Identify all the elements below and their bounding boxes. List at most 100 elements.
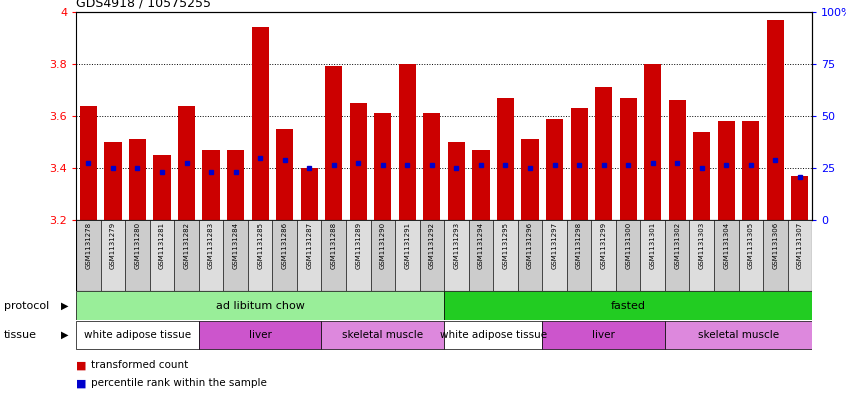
- Bar: [178, 106, 195, 220]
- Bar: [297, 220, 321, 291]
- Bar: [595, 87, 613, 220]
- Text: ▶: ▶: [61, 330, 69, 340]
- Bar: [349, 103, 367, 220]
- Bar: [591, 220, 616, 291]
- Bar: [76, 220, 101, 291]
- Bar: [125, 220, 150, 291]
- Bar: [398, 64, 416, 220]
- Text: ad libitum chow: ad libitum chow: [216, 301, 305, 310]
- Text: skeletal muscle: skeletal muscle: [698, 330, 779, 340]
- Text: GSM1131305: GSM1131305: [748, 222, 754, 269]
- Bar: [300, 168, 318, 220]
- Text: liver: liver: [249, 330, 272, 340]
- Text: GSM1131290: GSM1131290: [380, 222, 386, 269]
- Bar: [227, 150, 244, 220]
- Text: liver: liver: [592, 330, 615, 340]
- Bar: [788, 220, 812, 291]
- Bar: [542, 321, 665, 349]
- Bar: [567, 220, 591, 291]
- Bar: [444, 321, 542, 349]
- Bar: [763, 220, 788, 291]
- Text: GSM1131291: GSM1131291: [404, 222, 410, 269]
- Bar: [665, 220, 689, 291]
- Bar: [469, 220, 493, 291]
- Text: GSM1131299: GSM1131299: [601, 222, 607, 269]
- Text: GSM1131307: GSM1131307: [797, 222, 803, 270]
- Text: GSM1131297: GSM1131297: [552, 222, 558, 269]
- Text: fasted: fasted: [611, 301, 645, 310]
- Text: GSM1131280: GSM1131280: [135, 222, 140, 269]
- Bar: [76, 292, 444, 320]
- Text: percentile rank within the sample: percentile rank within the sample: [91, 378, 267, 388]
- Text: GDS4918 / 10575255: GDS4918 / 10575255: [76, 0, 212, 9]
- Bar: [717, 121, 735, 220]
- Text: GSM1131293: GSM1131293: [453, 222, 459, 269]
- Bar: [689, 220, 714, 291]
- Bar: [570, 108, 588, 220]
- Bar: [129, 140, 146, 220]
- Text: GSM1131296: GSM1131296: [527, 222, 533, 269]
- Bar: [791, 176, 809, 220]
- Text: GSM1131304: GSM1131304: [723, 222, 729, 269]
- Bar: [619, 98, 637, 220]
- Bar: [321, 220, 346, 291]
- Text: GSM1131289: GSM1131289: [355, 222, 361, 269]
- Bar: [248, 220, 272, 291]
- Text: ▶: ▶: [61, 301, 69, 310]
- Bar: [199, 220, 223, 291]
- Bar: [497, 98, 514, 220]
- Text: GSM1131298: GSM1131298: [576, 222, 582, 269]
- Text: GSM1131284: GSM1131284: [233, 222, 239, 269]
- Text: GSM1131286: GSM1131286: [282, 222, 288, 269]
- Bar: [346, 220, 371, 291]
- Bar: [472, 150, 490, 220]
- Text: GSM1131294: GSM1131294: [478, 222, 484, 269]
- Bar: [199, 321, 321, 349]
- Bar: [374, 113, 392, 220]
- Bar: [174, 220, 199, 291]
- Text: GSM1131281: GSM1131281: [159, 222, 165, 269]
- Bar: [202, 150, 220, 220]
- Text: GSM1131279: GSM1131279: [110, 222, 116, 269]
- Bar: [521, 140, 539, 220]
- Bar: [739, 220, 763, 291]
- Text: GSM1131303: GSM1131303: [699, 222, 705, 270]
- Bar: [272, 220, 297, 291]
- Bar: [493, 220, 518, 291]
- Bar: [714, 220, 739, 291]
- Text: GSM1131283: GSM1131283: [208, 222, 214, 269]
- Bar: [276, 129, 294, 220]
- Bar: [104, 142, 122, 220]
- Bar: [518, 220, 542, 291]
- Bar: [542, 220, 567, 291]
- Bar: [76, 321, 199, 349]
- Bar: [80, 106, 97, 220]
- Bar: [325, 66, 343, 220]
- Bar: [423, 113, 441, 220]
- Bar: [153, 155, 171, 220]
- Text: GSM1131292: GSM1131292: [429, 222, 435, 269]
- Bar: [616, 220, 640, 291]
- Text: skeletal muscle: skeletal muscle: [343, 330, 423, 340]
- Bar: [766, 20, 784, 220]
- Text: GSM1131288: GSM1131288: [331, 222, 337, 269]
- Bar: [101, 220, 125, 291]
- Bar: [546, 119, 563, 220]
- Text: GSM1131282: GSM1131282: [184, 222, 190, 269]
- Text: GSM1131285: GSM1131285: [257, 222, 263, 269]
- Text: tissue: tissue: [4, 330, 37, 340]
- Bar: [251, 28, 269, 220]
- Bar: [448, 142, 465, 220]
- Bar: [223, 220, 248, 291]
- Text: GSM1131278: GSM1131278: [85, 222, 91, 269]
- Bar: [420, 220, 444, 291]
- Bar: [640, 220, 665, 291]
- Text: GSM1131287: GSM1131287: [306, 222, 312, 269]
- Text: ■: ■: [76, 360, 86, 371]
- Bar: [444, 220, 469, 291]
- Text: GSM1131301: GSM1131301: [650, 222, 656, 270]
- Bar: [444, 292, 812, 320]
- Bar: [742, 121, 760, 220]
- Bar: [665, 321, 812, 349]
- Text: GSM1131306: GSM1131306: [772, 222, 778, 270]
